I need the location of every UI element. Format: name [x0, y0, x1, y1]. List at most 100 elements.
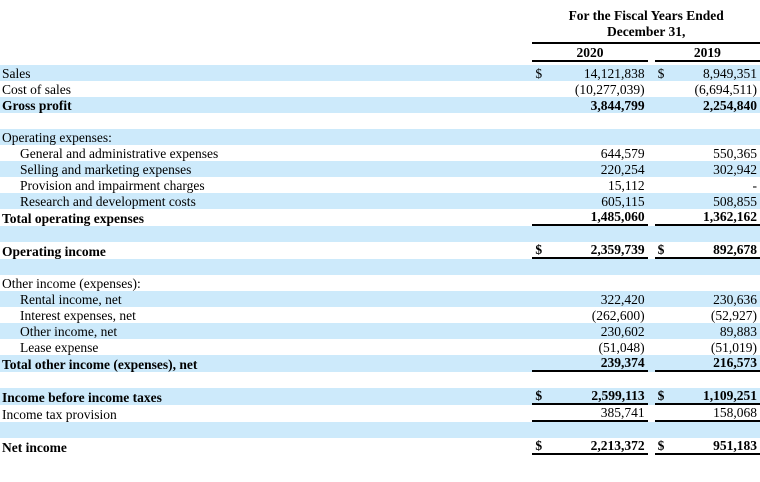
table-row: Net income $2,213,372 $951,183 [0, 438, 760, 455]
column-gap [648, 177, 655, 193]
income-statement-document: For the Fiscal Years Ended December 31, … [0, 8, 760, 455]
spacer-row [0, 422, 760, 438]
currency-symbol-2020 [532, 355, 553, 372]
column-gap [648, 81, 655, 97]
table-row: Income tax provision 385,741 158,068 [0, 405, 760, 422]
column-gap [647, 129, 655, 145]
currency-symbol-2019 [654, 291, 675, 307]
amount-2020 [552, 129, 648, 145]
row-label [0, 259, 533, 275]
currency-symbol-2020 [532, 177, 552, 193]
currency-symbol-2020 [532, 422, 553, 438]
amount-2019: 508,855 [674, 193, 760, 209]
amount-2020 [552, 259, 648, 275]
amount-2019: 302,942 [674, 161, 760, 177]
table-row: Lease expense (51,048) (51,019) [0, 339, 760, 355]
amount-2019: 1,109,251 [674, 388, 760, 405]
amount-2020 [552, 275, 647, 291]
column-gap [647, 422, 655, 438]
amount-2020: (262,600) [591, 308, 645, 323]
amount-2020 [552, 422, 648, 438]
column-gap [647, 193, 655, 209]
amount-2020: 3,844,799 [552, 97, 648, 113]
row-label: Lease expense [20, 340, 99, 355]
fiscal-years-header-line2: December 31, [606, 24, 686, 39]
currency-symbol-2019 [655, 145, 675, 161]
column-gap [648, 307, 655, 323]
column-gap [648, 275, 655, 291]
amount-2019 [675, 113, 760, 129]
table-row: Sales $14,121,838 $8,949,351 [0, 65, 760, 81]
currency-symbol-2019 [655, 113, 675, 129]
column-gap [647, 226, 655, 242]
amount-2020: 1,485,060 [552, 209, 648, 226]
amount-2020: 2,213,372 [552, 438, 648, 455]
currency-symbol-2020 [532, 209, 553, 226]
amount-2019: 550,365 [713, 146, 757, 161]
column-gap [648, 209, 655, 226]
fiscal-years-header-line1: For the Fiscal Years Ended [568, 8, 724, 23]
currency-symbol-2020 [532, 145, 552, 161]
amount-2020: 14,121,838 [552, 65, 648, 81]
amount-2019: 8,949,351 [674, 65, 760, 81]
amount-2019: - [752, 178, 758, 193]
amount-2019 [675, 372, 760, 388]
currency-symbol-2019 [655, 372, 675, 388]
amount-2020 [552, 113, 647, 129]
amount-2019 [674, 422, 760, 438]
amount-2020: 2,599,113 [552, 388, 648, 405]
amount-2020: 605,115 [552, 193, 648, 209]
currency-symbol-2020 [532, 275, 552, 291]
amount-2020: 322,420 [552, 291, 648, 307]
amount-2020: 239,374 [552, 355, 648, 372]
amount-2019: 1,362,162 [674, 209, 760, 226]
amount-2019 [674, 129, 760, 145]
currency-symbol-2020 [532, 81, 552, 97]
currency-symbol-2020 [532, 97, 553, 113]
table-row: Operating expenses: [0, 129, 760, 145]
currency-symbol-2019 [654, 226, 675, 242]
table-row: Gross profit 3,844,799 2,254,840 [0, 97, 760, 113]
column-gap [647, 355, 655, 372]
row-label: General and administrative expenses [20, 146, 219, 161]
currency-symbol-2019 [654, 422, 675, 438]
table-row: Total other income (expenses), net 239,37… [0, 355, 760, 372]
currency-symbol-2019 [655, 339, 675, 355]
amount-2019: 230,636 [674, 291, 760, 307]
currency-symbol-2020 [532, 113, 552, 129]
table-row: Income before income taxes $2,599,113 $1,1… [0, 388, 760, 405]
amount-2020: 2,359,739 [552, 242, 648, 259]
amount-2019: (52,927) [710, 308, 757, 323]
row-label [0, 422, 533, 438]
row-label: Net income [2, 440, 67, 455]
column-gap [647, 323, 655, 339]
currency-symbol-2019 [654, 405, 675, 422]
row-label [0, 113, 532, 129]
currency-symbol-2019 [654, 355, 675, 372]
amount-2020 [552, 226, 648, 242]
amount-2020: 385,741 [552, 405, 648, 422]
currency-symbol-2019 [654, 193, 675, 209]
currency-symbol-2019 [655, 81, 675, 97]
amount-2020: (51,048) [598, 340, 645, 355]
spacer-row [0, 113, 760, 129]
amount-2019 [674, 226, 760, 242]
currency-symbol-2019 [654, 259, 675, 275]
table-row: Interest expenses, net (262,600) (52,927) [0, 307, 760, 323]
currency-symbol-2020 [532, 259, 553, 275]
amount-2019: 2,254,840 [674, 97, 760, 113]
fiscal-years-header: For the Fiscal Years Ended December 31, [532, 8, 760, 44]
table-row: Other income, net 230,602 89,883 [0, 323, 760, 339]
currency-symbol-2019: $ [654, 65, 675, 81]
amount-2020: 15,112 [608, 178, 645, 193]
column-gap [648, 145, 655, 161]
table-row: Provision and impairment charges 15,112 - [0, 177, 760, 193]
amount-2019: 892,678 [674, 242, 760, 259]
row-label: Other income, net [0, 323, 533, 339]
amount-2019 [674, 259, 760, 275]
row-label [0, 372, 532, 388]
currency-symbol-2020 [532, 323, 553, 339]
spacer-row [0, 226, 760, 242]
currency-symbol-2019 [654, 129, 675, 145]
currency-symbol-2020: $ [532, 242, 553, 259]
